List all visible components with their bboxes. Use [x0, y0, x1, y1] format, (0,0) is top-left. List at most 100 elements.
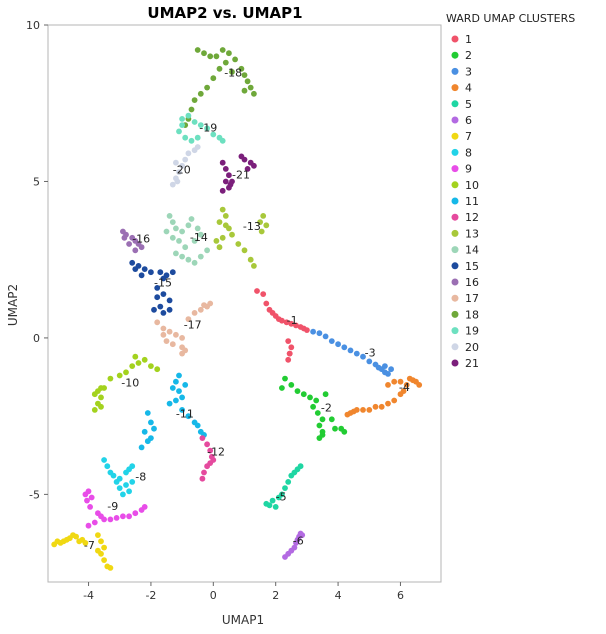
point-cluster-14	[197, 253, 204, 260]
point-cluster-20	[173, 159, 179, 166]
point-cluster-11	[144, 410, 151, 416]
point-cluster-9	[113, 515, 120, 521]
point-cluster-4	[391, 378, 398, 385]
cluster-label-12: -12	[207, 445, 225, 458]
point-cluster-18	[194, 47, 201, 53]
cluster-label-11: -11	[176, 408, 194, 421]
point-cluster-14	[176, 238, 182, 244]
legend-item-19: 19	[451, 325, 479, 338]
cluster-label-5: -5	[276, 491, 287, 504]
point-cluster-17	[179, 335, 186, 341]
point-cluster-17	[191, 310, 198, 316]
point-cluster-4	[372, 403, 379, 410]
legend-label: 1	[465, 33, 472, 46]
point-cluster-11	[182, 382, 189, 388]
legend-swatch	[451, 359, 459, 367]
point-cluster-3	[366, 358, 373, 365]
point-cluster-14	[173, 225, 179, 232]
point-cluster-18	[204, 84, 211, 91]
point-cluster-18	[229, 69, 235, 75]
point-cluster-4	[416, 382, 423, 388]
point-cluster-1	[260, 291, 267, 297]
point-cluster-11	[185, 413, 192, 420]
point-cluster-11	[148, 419, 154, 426]
point-cluster-2	[332, 425, 338, 432]
point-cluster-9	[91, 519, 98, 526]
point-cluster-8	[123, 482, 129, 488]
legend-item-10: 10	[451, 179, 479, 192]
point-cluster-13	[257, 219, 263, 226]
legend-title: WARD UMAP CLUSTERS	[446, 12, 575, 25]
cluster-label-8: -8	[135, 470, 146, 483]
legend-label: 19	[465, 325, 479, 338]
point-cluster-15	[157, 303, 164, 310]
cluster-label-19: -19	[199, 121, 217, 134]
x-tick-label: -4	[83, 589, 94, 602]
point-cluster-1	[288, 344, 295, 351]
point-cluster-3	[347, 347, 354, 354]
cluster-label-3: -3	[365, 347, 376, 360]
point-cluster-7	[101, 557, 107, 563]
point-cluster-10	[116, 372, 123, 379]
point-cluster-13	[222, 222, 229, 229]
x-tick-label: 6	[397, 589, 404, 602]
cluster-label-16: -16	[132, 233, 150, 246]
legend-swatch	[451, 343, 459, 351]
point-cluster-15	[169, 269, 176, 276]
point-cluster-13	[247, 256, 254, 263]
point-cluster-21	[241, 156, 248, 163]
point-cluster-15	[166, 297, 173, 304]
point-cluster-21	[227, 181, 234, 188]
point-cluster-17	[201, 302, 207, 308]
legend-item-17: 17	[451, 292, 479, 305]
point-cluster-2	[279, 385, 285, 391]
point-cluster-10	[98, 394, 104, 401]
point-cluster-15	[160, 275, 167, 282]
point-cluster-20	[182, 156, 189, 163]
point-cluster-14	[188, 216, 195, 222]
point-cluster-5	[285, 479, 292, 485]
legend-swatch	[451, 262, 459, 270]
point-cluster-15	[160, 310, 167, 316]
point-cluster-9	[141, 504, 148, 510]
point-cluster-18	[216, 65, 223, 72]
point-cluster-13	[260, 213, 267, 219]
point-cluster-8	[129, 479, 136, 485]
point-cluster-8	[126, 488, 132, 495]
point-cluster-2	[282, 375, 288, 382]
point-cluster-14	[169, 234, 176, 241]
legend-swatch	[451, 213, 459, 221]
legend-swatch	[451, 327, 459, 335]
point-cluster-11	[138, 444, 145, 451]
point-cluster-5	[266, 502, 273, 509]
legend-label: 18	[465, 308, 479, 321]
x-tick-label: -2	[145, 589, 156, 602]
point-cluster-6	[299, 532, 306, 538]
point-cluster-13	[216, 219, 223, 226]
point-cluster-13	[229, 231, 235, 238]
point-cluster-5	[279, 491, 285, 498]
point-cluster-18	[244, 78, 251, 85]
y-axis-label: UMAP2	[6, 284, 20, 326]
legend-item-12: 12	[451, 211, 479, 224]
point-cluster-8	[101, 457, 107, 463]
point-cluster-10	[101, 385, 107, 391]
point-cluster-17	[173, 331, 179, 338]
data-points	[51, 47, 423, 571]
point-cluster-8	[110, 472, 117, 479]
point-cluster-7	[82, 540, 89, 546]
point-cluster-18	[232, 56, 239, 63]
point-cluster-14	[197, 231, 204, 238]
point-cluster-19	[194, 134, 201, 141]
point-cluster-12	[210, 457, 217, 463]
legend-label: 17	[465, 292, 479, 305]
legend-label: 5	[465, 98, 472, 111]
cluster-label-10: -10	[121, 376, 139, 389]
legend-item-5: 5	[451, 98, 472, 111]
legend-swatch	[451, 294, 459, 302]
point-cluster-4	[385, 400, 391, 407]
point-cluster-10	[91, 407, 98, 413]
legend-swatch	[451, 197, 459, 205]
legend-item-20: 20	[451, 341, 479, 354]
